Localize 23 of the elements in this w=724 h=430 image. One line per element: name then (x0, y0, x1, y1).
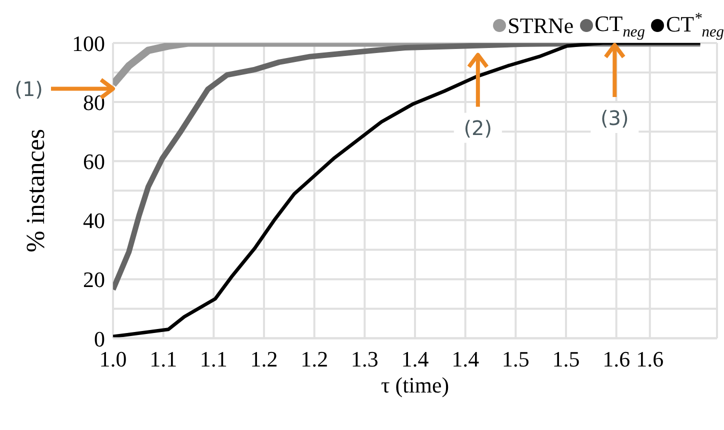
x-tick-label: 1.6 (602, 346, 630, 372)
annotation: (1) (14, 76, 43, 101)
x-tick-label: 1.4 (401, 346, 429, 372)
x-tick-label: 1.2 (300, 346, 328, 372)
x-tick-label: 1.4 (452, 346, 480, 372)
y-tick-label: 20 (83, 267, 105, 292)
legend-label: CT$_{neg}$ (594, 10, 645, 42)
x-tick-label: 1.1 (150, 346, 178, 372)
y-tick-label: 80 (83, 90, 105, 116)
y-axis-title: % instances (21, 128, 50, 252)
x-tick-label: 1.3 (350, 346, 378, 372)
legend-label: STRNe (508, 12, 574, 39)
x-tick-label: 1.1 (200, 346, 228, 372)
x-tick-label: 1.5 (502, 346, 530, 372)
x-tick-label: 1.5 (552, 346, 580, 372)
x-axis-title: τ (time) (380, 372, 450, 398)
x-tick-label: 1.6 (636, 346, 664, 372)
y-tick-label: 100 (72, 31, 105, 56)
annotation: (3) (600, 106, 629, 130)
annotation: (2) (464, 116, 492, 140)
y-tick-label: 60 (83, 149, 105, 174)
x-tick-label: 1.2 (250, 346, 278, 372)
y-tick-label: 40 (83, 208, 105, 234)
